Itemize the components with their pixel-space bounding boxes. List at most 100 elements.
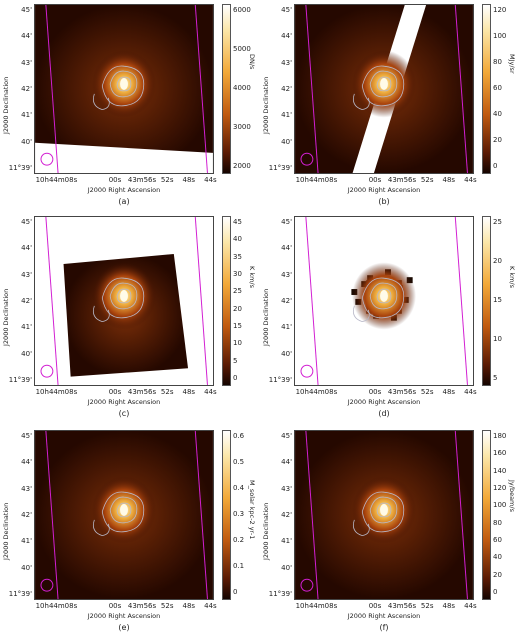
ra-tick-label: 52s [420, 388, 434, 396]
colorbar-tick-label: 120 [493, 6, 507, 14]
dec-tick-label: 41' [281, 111, 292, 120]
x-axis-label: J2000 Right Ascension [347, 186, 421, 194]
figure-panel: 45' 44' 43' 42' 41' 40' 11°39' J2000 Declinatio… [0, 426, 260, 638]
colorbar-tick-label: 0.1 [233, 562, 245, 570]
colorbar-label: K km/s [248, 266, 256, 289]
ra-tick-label: 43m56s [127, 388, 157, 396]
colorbar-tick-label: 25 [493, 218, 502, 226]
colorbar-tick-label: 40 [493, 553, 502, 562]
x-axis-label: J2000 Right Ascension [347, 398, 421, 406]
colorbar-tick-label: 0.4 [233, 484, 245, 492]
dec-tick-label: 44' [281, 458, 292, 467]
colorbar-tick-label: 6000 [233, 6, 251, 14]
colorbar-tick-label: 10 [493, 335, 502, 343]
dec-tick-label: 40' [21, 563, 32, 572]
colorbar-tick-label: 0 [233, 588, 238, 596]
dec-tick-label: 42' [281, 85, 292, 93]
dec-tick-label: 45' [281, 218, 292, 226]
dec-tick-label: 44' [281, 32, 292, 41]
ra-tick-label: 44s [204, 388, 217, 396]
colorbar-tick-label: 0 [493, 588, 498, 596]
ra-tick-label: 52s [420, 602, 434, 610]
colorbar-tick-label: 4000 [233, 84, 251, 92]
dec-tick-label: 44' [281, 244, 292, 253]
colorbar-tick-label: 0 [493, 162, 498, 170]
dec-tick-label: 42' [281, 297, 292, 305]
dec-tick-label: 42' [21, 511, 32, 519]
ra-tick-label: 52s [160, 388, 174, 396]
colorbar-tick-label: 5000 [233, 45, 251, 53]
figure-panel: 45' 44' 43' 42' 41' 40' 11°39' J2000 Declinatio… [260, 212, 520, 424]
dec-tick-label: 43' [281, 58, 292, 67]
ra-tick-label: 10h44m08s [295, 602, 338, 610]
dec-tick-label: 45' [281, 432, 292, 440]
colorbar-tick-label: 100 [493, 32, 507, 40]
dec-tick-label: 42' [21, 297, 32, 305]
colorbar [222, 430, 231, 600]
colorbar-tick-label: 45 [233, 218, 242, 226]
colorbar-tick-label: 0.3 [233, 510, 245, 518]
dec-tick-label: 43' [21, 484, 32, 493]
colorbar-label: M_solar kpc-2 yr-1 [248, 480, 256, 540]
x-axis-label: J2000 Right Ascension [87, 398, 161, 406]
colorbar-tick-label: 0 [233, 374, 238, 382]
dec-tick-label: 45' [21, 218, 32, 226]
colorbar-tick-label: 60 [493, 536, 502, 544]
figure-panel: 45' 44' 43' 42' 41' 40' 11°39' J2000 Declinatio… [0, 0, 260, 212]
dec-tick-label: 44' [21, 458, 32, 467]
ra-tick-label: 52s [160, 602, 174, 610]
colorbar-tick-label: 80 [493, 518, 502, 527]
panel-caption: (e) [118, 623, 130, 632]
y-axis-label: J2000 Declination [2, 502, 10, 560]
dec-tick-label: 40' [281, 349, 292, 358]
x-axis-label: J2000 Right Ascension [347, 612, 421, 620]
dec-tick-label: 11°39' [268, 164, 292, 172]
colorbar-tick-label: 80 [493, 58, 502, 66]
colorbar-tick-label: 15 [233, 322, 242, 330]
dec-tick-label: 11°39' [268, 590, 292, 598]
ra-tick-label: 10h44m08s [35, 388, 78, 396]
ra-tick-label: 48s [182, 388, 196, 396]
colorbar-tick-label: 10 [233, 339, 242, 348]
sky-image [34, 4, 214, 174]
colorbar-tick-label: 5 [233, 356, 238, 365]
ra-tick-label: 48s [442, 176, 456, 184]
sky-image [294, 430, 474, 600]
ra-tick-label: 10h44m08s [35, 602, 78, 610]
colorbar-tick-label: 20 [493, 257, 502, 265]
dec-tick-label: 41' [21, 111, 32, 120]
dec-tick-label: 43' [21, 270, 32, 279]
figure-panel: 45' 44' 43' 42' 41' 40' 11°39' J2000 Declinatio… [260, 0, 520, 212]
y-axis-label: J2000 Declination [262, 502, 270, 560]
colorbar-tick-label: 2000 [233, 162, 251, 170]
dec-tick-label: 41' [21, 323, 32, 332]
dec-tick-label: 11°39' [8, 164, 32, 172]
ra-tick-label: 44s [204, 176, 217, 184]
dec-tick-label: 45' [21, 432, 32, 440]
colorbar-label: DN/s [248, 54, 256, 70]
colorbar-tick-label: 30 [233, 270, 242, 278]
dec-tick-label: 41' [281, 323, 292, 332]
dec-tick-label: 11°39' [268, 376, 292, 384]
colorbar-tick-label: 35 [233, 252, 242, 261]
dec-tick-label: 42' [281, 511, 292, 519]
colorbar-tick-label: 120 [493, 484, 507, 492]
colorbar-tick-label: 0.5 [233, 458, 245, 466]
figure-panel: 45' 44' 43' 42' 41' 40' 11°39' J2000 Declinatio… [260, 426, 520, 638]
panel-caption: (c) [118, 409, 130, 418]
ra-tick-label: 48s [182, 176, 196, 184]
ra-tick-label: 52s [420, 176, 434, 184]
y-axis-label: J2000 Declination [262, 288, 270, 346]
colorbar-tick-label: 100 [493, 501, 507, 510]
colorbar [482, 430, 491, 600]
dec-tick-label: 44' [21, 244, 32, 253]
colorbar-tick-label: 20 [233, 304, 242, 313]
ra-tick-label: 00s [368, 602, 382, 610]
colorbar-tick-label: 15 [493, 296, 502, 304]
ra-tick-label: 43m56s [387, 388, 417, 396]
ra-tick-label: 00s [108, 176, 122, 184]
dec-tick-label: 40' [21, 137, 32, 146]
sky-image [294, 4, 474, 174]
colorbar [222, 216, 231, 386]
ra-tick-label: 44s [464, 176, 477, 184]
